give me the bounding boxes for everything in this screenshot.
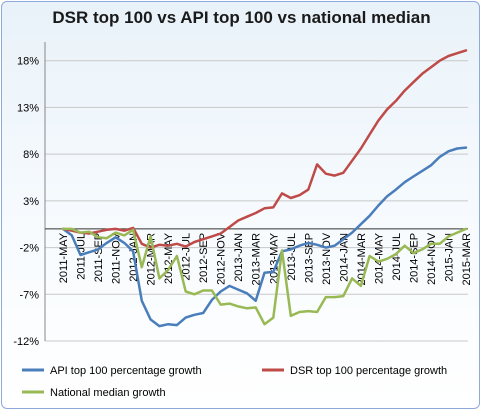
x-tick-label: 2012-SEP [198,233,210,283]
x-tick-label: 2014-JUL [391,233,403,281]
y-tick-label: 8% [23,149,39,161]
x-tick-label: 2011-MAY [58,232,70,283]
y-tick-label: 18% [17,56,39,68]
legend: API top 100 percentage growth DSR top 100… [22,365,447,399]
chart-title: DSR top 100 vs API top 100 vs national m… [52,8,431,27]
x-tick-label: 2013-SEP [303,233,315,283]
x-tick-label: 2012-MAY [163,232,175,284]
series-line-1 [61,146,468,328]
x-tick-label: 2013-NOV [321,232,333,285]
y-tick-label: -2% [19,243,39,255]
series-line-3 [61,227,468,326]
x-tick-label: 2012-NOV [216,232,228,285]
x-tick-label: 2014-SEP [408,233,420,283]
x-tick-label: 2011-JUL [76,233,88,280]
x-tick-label: 2013-JAN [233,233,245,282]
legend-label: National median growth [50,387,166,399]
x-tick-label: 2014-NOV [426,232,438,285]
x-tick-label: 2014-JAN [338,233,350,282]
x-tick-label: 2013-MAR [251,233,263,286]
gridlines [45,60,468,342]
y-tick-label: -12% [13,336,39,348]
series-lines [61,49,468,328]
series-line-2 [61,49,468,249]
x-tick-label: 2014-MAY [373,232,385,284]
y-tick-label: 13% [17,102,39,114]
x-tick-label: 2011-NOV [111,232,123,284]
y-tick-labels: -12% -7% -2% 3% 8% 13% 18% [13,56,39,348]
y-tick-label: -7% [19,289,39,301]
legend-label: DSR top 100 percentage growth [290,365,447,377]
legend-label: API top 100 percentage growth [50,365,202,377]
x-tick-label: 2013-JUL [286,233,298,281]
x-tick-label: 2015-MAR [461,233,473,286]
x-tick-label: 2011-SEP [93,233,105,282]
x-tick-label: 2014-MAR [356,233,368,286]
y-tick-label: 3% [23,196,39,208]
x-tick-label: 2015-JAN [443,233,455,282]
